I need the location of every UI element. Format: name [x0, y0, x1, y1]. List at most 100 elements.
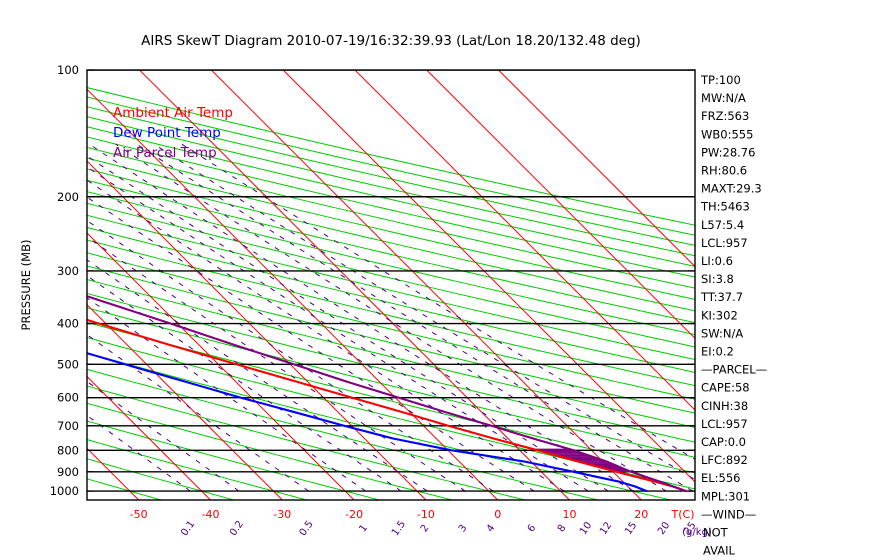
- pressure-axis-label: PRESSURE (MB): [19, 240, 33, 331]
- parameter-si: SI:3.8: [701, 272, 734, 286]
- dry-adiabat: [87, 439, 307, 500]
- isotherm: [354, 70, 695, 411]
- dry-adiabat: [87, 136, 695, 278]
- dry-adiabat: [87, 157, 695, 300]
- pressure-tick: 1000: [50, 484, 79, 498]
- mixing-ratio-line: [88, 143, 634, 492]
- parameter-l57: L57:5.4: [701, 218, 744, 232]
- dry-adiabat: [87, 106, 695, 246]
- dry-adiabat: [87, 352, 671, 500]
- parameter-pw: PW:28.76: [701, 145, 755, 159]
- mixing-ratio-line: [87, 196, 535, 492]
- pressure-tick: 300: [57, 264, 79, 278]
- parameter-rh: RH:80.6: [701, 164, 747, 178]
- mixing-ratio-tick: 0.2: [228, 519, 246, 538]
- mixing-ratio-tick: 20: [656, 520, 672, 537]
- bottom-temp-tick: -30: [273, 508, 291, 521]
- parameter-maxt: MAXT:29.3: [701, 182, 762, 196]
- bottom-temp-tick: 0: [494, 508, 501, 521]
- isotherm: [87, 375, 211, 500]
- parcel-section-header: —PARCEL—: [701, 363, 767, 377]
- mixing-ratio-tick: 1: [357, 523, 370, 535]
- pressure-tick: 800: [57, 443, 79, 457]
- wind-status-line: NOT: [703, 526, 729, 540]
- parcel-parameter-lcl: LCL:957: [701, 417, 748, 431]
- pressure-tick: 100: [57, 63, 79, 77]
- svg-text:0.5: 0.5: [298, 519, 316, 538]
- mixing-ratio-tick: 15: [623, 520, 639, 537]
- mixing-ratio-tick: 0.5: [298, 519, 316, 538]
- pressure-tick: 200: [57, 190, 79, 204]
- pressure-tick: 400: [57, 317, 79, 331]
- temp-axis-label: T(C): [671, 508, 695, 521]
- svg-text:10: 10: [578, 520, 594, 537]
- parcel-parameter-cape: CAPE:58: [701, 381, 750, 395]
- dry-adiabat: [87, 252, 695, 400]
- mixing-ratio-tick: 2: [419, 523, 432, 535]
- sounding-curves: [87, 295, 688, 493]
- dry-adiabat: [87, 420, 380, 500]
- dry-adiabat: [87, 458, 235, 500]
- sounding-curve: [87, 295, 688, 493]
- legend-item-2: Air Parcel Temp: [113, 145, 217, 161]
- mixing-ratio-tick: 1.5: [390, 519, 408, 538]
- parameter-ei: EI:0.2: [701, 345, 734, 359]
- svg-text:0.1: 0.1: [179, 519, 197, 538]
- svg-text:3: 3: [457, 523, 470, 535]
- parcel-parameter-cinh: CINH:38: [701, 399, 748, 413]
- svg-text:4: 4: [485, 523, 498, 535]
- dry-adiabat: [87, 179, 695, 324]
- mixing-ratio-tick: 0.1: [179, 519, 197, 538]
- bottom-temp-tick: -20: [345, 508, 363, 521]
- cinh-hatch: [533, 448, 631, 473]
- svg-text:1.5: 1.5: [390, 519, 408, 538]
- dry-adiabat: [87, 146, 695, 289]
- dry-adiabat: [87, 368, 599, 500]
- wind-status-line: AVAIL: [703, 544, 736, 558]
- mixing-ratio-line: [87, 166, 589, 492]
- bottom-temp-tick: 20: [634, 508, 648, 521]
- dry-adiabat: [87, 116, 695, 257]
- mixing-ratio-tick: 4: [485, 523, 498, 535]
- pressure-tick: 700: [57, 419, 79, 433]
- isotherm: [282, 70, 695, 483]
- parameter-mw: MW:N/A: [701, 91, 746, 105]
- sounding-curve: [87, 318, 688, 493]
- sounding-curve: [87, 352, 648, 493]
- parcel-parameter-mpl: MPL:301: [701, 489, 750, 503]
- parcel-parameter-lfc: LFC:892: [701, 453, 748, 467]
- page-title: AIRS SkewT Diagram 2010-07-19/16:32:39.9…: [141, 33, 641, 49]
- dry-adiabat: [87, 191, 695, 336]
- dry-adiabat: [87, 499, 89, 500]
- isotherm: [0, 70, 67, 500]
- dry-adiabat: [87, 126, 695, 267]
- parcel-parameter-el: EL:556: [701, 471, 741, 485]
- bottom-temp-tick: -40: [202, 508, 220, 521]
- mixing-ratio-line: [87, 236, 466, 492]
- svg-text:1: 1: [357, 523, 370, 535]
- dry-adiabat: [87, 307, 695, 458]
- mixing-ratio-axis-label: (g/kg): [682, 527, 712, 538]
- svg-text:6: 6: [526, 523, 539, 535]
- parameter-sw: SW:N/A: [701, 326, 743, 340]
- mixing-ratio-line: [87, 259, 428, 492]
- dry-adiabat: [87, 265, 695, 414]
- mixing-ratio-line: [136, 143, 693, 492]
- wind-section-header: —WIND—: [701, 507, 756, 521]
- parameter-wb0: WB0:555: [701, 127, 753, 141]
- isotherm: [87, 232, 355, 500]
- bottom-temp-tick: -10: [417, 508, 435, 521]
- mixing-ratio-line: [87, 297, 367, 492]
- mixing-ratio-line: [153, 143, 695, 481]
- parameter-lcl: LCL:957: [701, 236, 748, 250]
- dry-adiabat: [87, 168, 695, 312]
- legend-item-0: Ambient Air Temp: [113, 105, 233, 121]
- pressure-tick: 500: [57, 357, 79, 371]
- parameter-li: LI:0.6: [701, 254, 733, 268]
- mixing-ratio-line: [87, 334, 309, 492]
- mixing-ratio-tick: 10: [578, 520, 594, 537]
- isotherm: [87, 303, 283, 500]
- plot-frame: [86, 69, 696, 501]
